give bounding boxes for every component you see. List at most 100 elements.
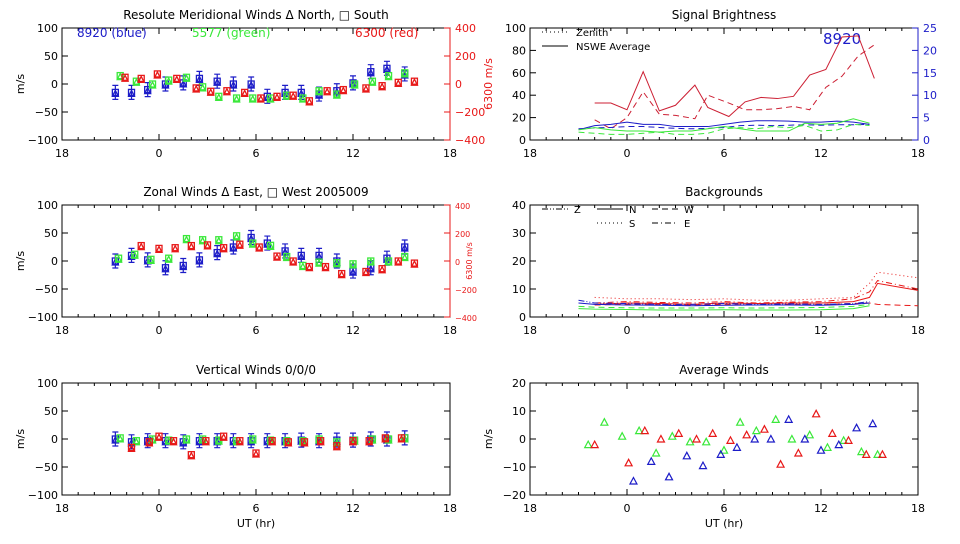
y-tick-label: 30 — [512, 227, 526, 240]
data-point-triangle — [182, 235, 191, 244]
x-tick-label: 18 — [55, 324, 69, 337]
x-tick-label: 6 — [721, 324, 728, 337]
data-point-triangle — [350, 80, 359, 89]
data-point-triangle — [164, 254, 173, 263]
data-point-triangle — [321, 263, 330, 272]
data-point-triangle — [348, 260, 358, 269]
data-point-triangle — [822, 442, 832, 451]
x-tick-label: 18 — [523, 502, 537, 515]
y-tick-label: 50 — [44, 227, 58, 240]
series-line — [578, 120, 870, 131]
error-bar — [230, 239, 237, 255]
data-point-triangle — [701, 437, 711, 446]
right-y-tick-label: −400 — [455, 134, 485, 147]
right-y-tick-label: 200 — [455, 230, 470, 239]
data-point-triangle — [617, 431, 627, 440]
data-point-triangle — [852, 423, 862, 432]
y-tick-label: 0 — [519, 134, 526, 147]
series-line — [578, 302, 870, 307]
data-point-triangle — [732, 442, 742, 451]
data-point-triangle — [198, 236, 207, 245]
data-point-triangle — [314, 87, 324, 96]
data-point-triangle — [692, 434, 702, 443]
data-point-triangle — [179, 79, 188, 88]
data-point-triangle — [735, 417, 745, 426]
legend-label: S — [629, 219, 635, 230]
data-point-triangle — [698, 460, 708, 470]
data-point-triangle — [366, 68, 375, 77]
x-tick-label: 12 — [346, 324, 360, 337]
data-point-triangle — [145, 438, 154, 447]
series-blue — [578, 123, 870, 130]
data-point-triangle — [161, 264, 170, 273]
series-red — [127, 432, 406, 460]
data-point-triangle — [235, 240, 244, 249]
data-point-triangle — [646, 456, 656, 465]
panel-title: Signal Brightness — [672, 8, 777, 22]
data-point-triangle — [348, 267, 358, 276]
error-bar — [298, 247, 305, 263]
y-tick-label: 50 — [44, 405, 58, 418]
error-bar — [128, 84, 135, 100]
data-point-triangle — [628, 476, 638, 485]
series-blue — [628, 414, 878, 485]
data-point-triangle — [816, 445, 826, 454]
y-tick-label: 0 — [519, 311, 526, 324]
x-tick-label: 18 — [443, 324, 457, 337]
data-point-triangle — [742, 430, 752, 439]
x-tick-label: 18 — [523, 147, 537, 160]
data-point-triangle — [776, 459, 786, 468]
y-tick-label: −20 — [503, 489, 526, 502]
data-point-triangle — [214, 236, 223, 245]
data-point-triangle — [219, 432, 228, 441]
y-tick-label: 100 — [505, 22, 526, 35]
data-point-triangle — [256, 94, 265, 103]
y-tick-label: −50 — [35, 283, 58, 296]
data-point-triangle — [132, 437, 141, 446]
data-point-triangle — [214, 436, 223, 445]
panel-title: Vertical Winds 0/0/0 — [196, 363, 316, 377]
data-point-triangle — [624, 458, 634, 467]
data-point-triangle — [203, 241, 212, 250]
data-point-triangle — [187, 451, 196, 460]
data-point-triangle — [667, 431, 677, 440]
data-point-triangle — [272, 92, 282, 101]
series-line — [578, 118, 870, 133]
data-point-triangle — [229, 80, 238, 89]
data-point-triangle — [219, 244, 228, 253]
panel-4: Vertical Winds 0/0/0 18 0 6 12 18 UT (hr) 100 50… — [14, 363, 457, 530]
right-y-tick-label: 10 — [923, 89, 937, 102]
data-point-triangle — [868, 418, 878, 428]
data-point-triangle — [716, 449, 726, 458]
y-tick-label: 10 — [512, 405, 526, 418]
error-bar — [196, 252, 203, 268]
data-point-triangle — [240, 88, 249, 98]
data-point-triangle — [787, 434, 797, 443]
data-point-triangle — [394, 78, 403, 87]
x-tick-label: 18 — [523, 324, 537, 337]
data-point-triangle — [656, 434, 666, 443]
data-point-triangle — [827, 428, 837, 437]
data-point-triangle — [195, 256, 204, 265]
data-point-triangle — [282, 253, 291, 262]
data-point-triangle — [111, 88, 120, 98]
legend-label: W — [684, 205, 694, 216]
data-point-triangle — [674, 428, 684, 437]
data-point-triangle — [281, 247, 290, 256]
x-tick-label: 0 — [156, 502, 163, 515]
data-point-triangle — [161, 80, 170, 89]
data-point-triangle — [248, 435, 257, 444]
data-point-triangle — [137, 242, 146, 251]
right-y-tick-label: 20 — [923, 44, 937, 57]
data-point-triangle — [811, 409, 821, 418]
data-point-triangle — [171, 244, 180, 253]
plot-frame — [61, 27, 451, 141]
series-green — [578, 118, 870, 133]
data-point-triangle — [640, 425, 650, 435]
right-y-tick-label: 200 — [455, 50, 476, 63]
data-point-triangle — [222, 87, 231, 96]
data-point-triangle — [154, 244, 164, 254]
x-tick-label: 0 — [624, 147, 631, 160]
